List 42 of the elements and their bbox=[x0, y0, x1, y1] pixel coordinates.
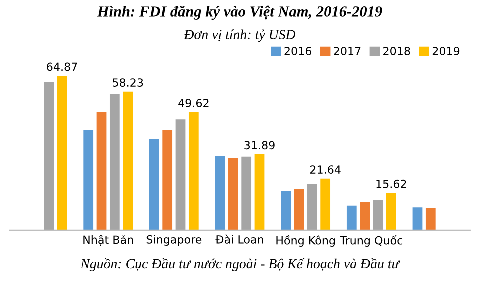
bar bbox=[373, 200, 384, 230]
bar bbox=[123, 92, 134, 230]
bar bbox=[426, 208, 436, 230]
bar bbox=[228, 158, 238, 230]
bar bbox=[346, 206, 357, 230]
bar bbox=[307, 184, 318, 230]
bar bbox=[242, 156, 252, 230]
legend-label: 2017 bbox=[334, 47, 361, 56]
data-label: 31.89 bbox=[244, 141, 275, 150]
bar bbox=[386, 193, 396, 230]
data-label: 49.62 bbox=[178, 99, 209, 108]
bar bbox=[412, 208, 423, 230]
bar bbox=[84, 130, 94, 230]
chart-subtitle: Đơn vị tính: tỷ USD bbox=[184, 30, 296, 42]
bar bbox=[162, 130, 173, 230]
data-label: 15.62 bbox=[376, 180, 406, 188]
text: Nguồn: Cục Đầu tư nước ngoài - Bộ Kế hoạch và Đầu tư bbox=[80, 258, 400, 272]
bar bbox=[215, 156, 226, 230]
bar bbox=[254, 154, 265, 230]
x-tick-label: Đài Loan bbox=[216, 234, 264, 244]
data-label: 64.87 bbox=[47, 62, 78, 72]
bar bbox=[149, 140, 160, 230]
bar bbox=[110, 94, 120, 230]
x-tick-label: Hồng Kông bbox=[276, 235, 336, 247]
bar bbox=[96, 112, 107, 230]
legend-label: 2016 bbox=[284, 47, 312, 56]
bar bbox=[44, 82, 54, 230]
data-label: 21.64 bbox=[310, 166, 341, 174]
bar bbox=[188, 112, 199, 230]
legend-label: 2018 bbox=[384, 47, 410, 56]
bar bbox=[176, 120, 186, 230]
x-tick-label: Nhật Bản bbox=[84, 234, 134, 246]
bar bbox=[281, 191, 292, 230]
legend-label: 2019 bbox=[432, 47, 460, 56]
chart-title: Hình: FDI đăng ký vào Việt Nam, 2016-2019 bbox=[97, 6, 382, 20]
x-tick-label: Singapore bbox=[146, 235, 202, 246]
bar bbox=[294, 189, 304, 230]
x-tick-label: Trung Quốc bbox=[340, 235, 403, 247]
bar bbox=[57, 76, 68, 230]
bar bbox=[360, 202, 370, 230]
bar bbox=[320, 178, 331, 230]
data-label: 58.23 bbox=[113, 78, 144, 87]
